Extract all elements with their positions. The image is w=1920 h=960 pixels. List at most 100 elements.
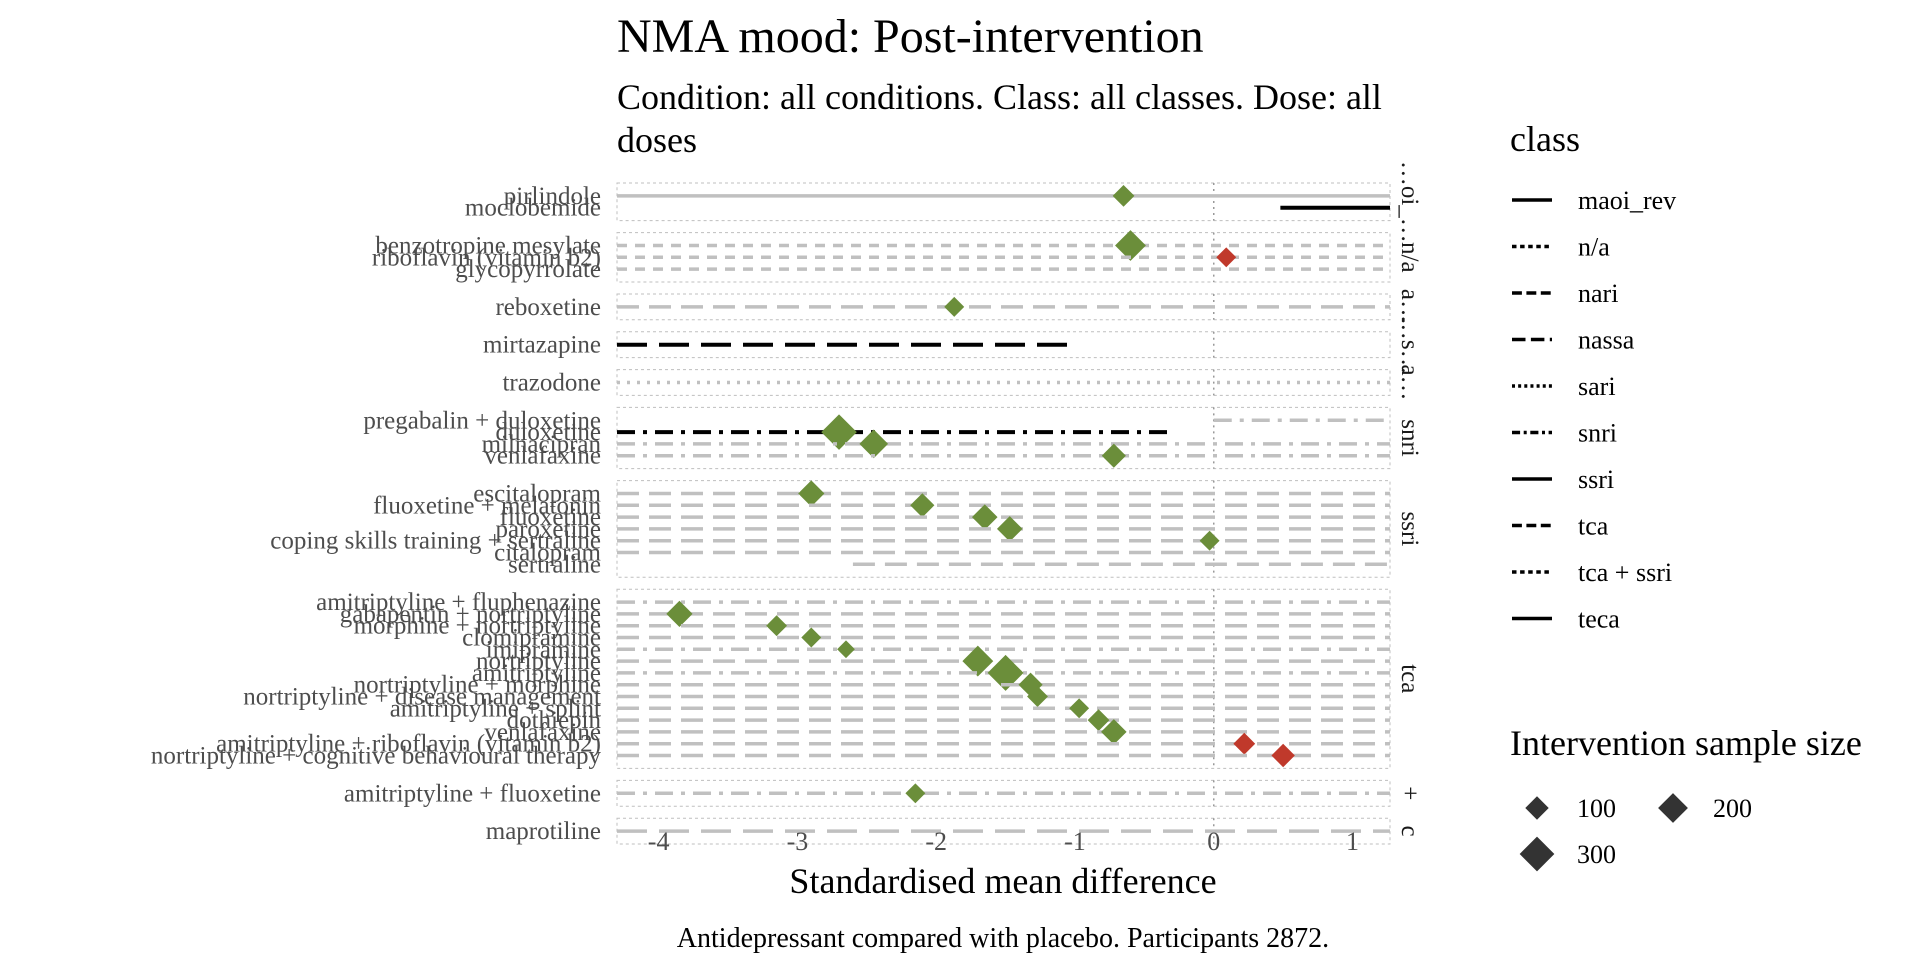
row-label: moclobemide [465,195,601,222]
legend-size-key [1519,836,1555,872]
panel-strip-label: …s… [1396,315,1423,375]
row-label: gabapentin + nortriptyline [340,601,601,628]
legend-class-label: maoi_rev [1578,186,1676,215]
row-label: duloxetine [495,419,601,446]
x-axis: -4 -3 -2 -1 0 1 [648,827,1359,856]
effect-diamond [971,504,998,530]
effect-diamond [1199,530,1220,551]
x-tick-label: 0 [1207,827,1220,856]
effect-diamond [1069,698,1090,719]
legend-class-title: class [1510,119,1580,159]
row-label: maprotiline [486,818,601,845]
effect-diamond [1027,686,1048,707]
legend-size-label: 100 [1577,794,1616,823]
x-tick-label: -2 [925,827,947,856]
effect-diamond [1101,719,1127,745]
legend-size-key [1658,793,1688,823]
effect-diamond [1101,443,1126,468]
legend-size-key [1525,796,1549,820]
chart-subtitle-line2: doses [617,120,697,160]
row-label: venlafaxine [484,719,601,746]
effect-diamond [1271,743,1295,768]
row-label: pregabalin + duloxetine [363,407,601,434]
row-label: amitriptyline + fluphenazine [316,589,601,616]
x-tick-label: -4 [648,827,670,856]
row-label: reboxetine [495,294,601,321]
row-label: benzotropine mesylate [375,233,601,260]
x-axis-title: Standardised mean difference [789,861,1216,901]
panel-border [616,406,1391,470]
effect-diamond [910,493,935,518]
effect-diamond [766,615,788,637]
row-label: mirtazapine [483,332,601,359]
legend-size-entries: 100 200 300 [1519,793,1752,872]
row-label: fluoxetine + melatonin [373,492,601,519]
row-label: milnacipran [482,431,602,458]
effect-diamond [798,480,825,507]
chart-caption: Antidepressant compared with placebo. Pa… [677,923,1329,954]
panel-strip-label: …oi_… [1396,161,1423,243]
panel-3: …s… mirtazapine [483,315,1423,375]
legend-class-label: tca + ssri [1578,558,1672,587]
row-label: coping skills training + sertraline [270,528,601,555]
panel-strip-label: a… [1396,364,1423,400]
row-label: riboflavin (vitamin b2) [372,244,601,271]
effect-diamond [801,627,822,648]
legend-class-label: nari [1578,279,1618,308]
effect-diamond [666,600,693,628]
effect-diamond [1216,247,1237,268]
panel-strip-label: tca [1396,664,1423,693]
effect-diamond [1087,709,1110,731]
row-label: amitriptyline + riboflavin (vitamin b2) [216,731,601,758]
legend-class-label: teca [1578,605,1620,634]
row-label: nortriptyline [476,648,601,675]
x-tick-label: -1 [1064,827,1086,856]
legend-class-label: snri [1578,419,1617,448]
row-label: dothiepin [507,707,602,734]
panel-4: a… trazodone [502,364,1423,400]
row-label: nortriptyline + cognitive behavioural th… [151,743,602,770]
effect-diamond [905,783,926,804]
row-label: amitriptyline [472,660,601,687]
effect-diamond [1115,230,1146,261]
row-label: sertraline [508,551,601,578]
row-label: clomipramine [462,625,601,652]
effect-diamond [987,654,1024,691]
effect-diamond [837,640,855,659]
row-label: pirlindole [504,183,601,210]
row-label: trazodone [502,370,601,397]
legend-class-label: nassa [1578,326,1635,355]
effect-diamond [859,429,889,459]
legend-class-label: n/a [1578,233,1610,262]
panel-strip-label: ssri [1396,512,1423,547]
panel-border [616,588,1391,769]
panel-2: a… reboxetine [495,289,1423,325]
legend-size-label: 200 [1713,794,1752,823]
row-label: amitriptyline + fluoxetine [344,780,601,807]
panel-9: c maprotiline [486,817,1423,845]
legend-class-label: tca [1578,512,1609,541]
row-label: fluoxetine [500,504,601,531]
legend: class maoi_rev n/a nari nassa sari snri ssri tc… [1510,119,1862,872]
legend-class-label: sari [1578,372,1616,401]
row-label: glycopyrrolate [455,256,601,283]
row-label: amitriptyline + splint [390,695,601,722]
row-label: morphine + nortriptyline [354,613,601,640]
row-label: venlafaxine [484,443,601,470]
legend-class-entries: maoi_rev n/a nari nassa sari snri ssri tca tca +… [1512,186,1676,634]
panel-border [616,182,1391,222]
x-tick-label: 1 [1346,827,1359,856]
panel-border [616,480,1391,578]
effect-diamond [996,516,1023,542]
panel-7: tca amitriptyline + fluphenazinegabapenti… [151,588,1423,770]
row-label: citalopram [494,540,601,567]
effect-diamond [1233,732,1256,755]
row-label: imipramine [486,636,601,663]
effect-diamond [821,414,857,450]
panel-5: snri pregabalin + duloxetineduloxetinemil… [363,406,1423,470]
x-tick-label: -3 [787,827,809,856]
legend-size-title: Intervention sample size [1510,723,1862,763]
